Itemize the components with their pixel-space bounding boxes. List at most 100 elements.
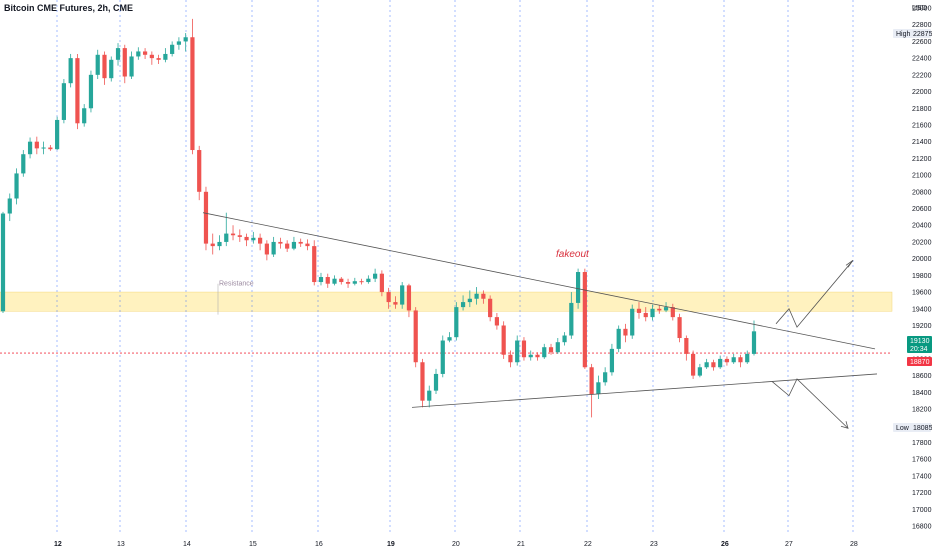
candle bbox=[677, 313, 682, 343]
x-tick-label: 26 bbox=[721, 541, 729, 548]
candle-body bbox=[7, 198, 12, 214]
y-tick-label: 19200 bbox=[912, 323, 932, 330]
candle-body bbox=[562, 335, 567, 343]
candle bbox=[528, 350, 533, 361]
candle-body bbox=[542, 347, 547, 358]
arrowhead-down bbox=[840, 421, 849, 429]
candle-body bbox=[244, 236, 249, 241]
y-tick-label: 22000 bbox=[912, 89, 932, 96]
candle-body bbox=[447, 337, 452, 341]
candle bbox=[190, 18, 195, 155]
candle bbox=[704, 358, 709, 369]
candle-body bbox=[61, 83, 66, 120]
high-badge-bg bbox=[893, 29, 931, 38]
candle bbox=[467, 290, 472, 308]
candle bbox=[494, 312, 500, 330]
y-tick-label: 20200 bbox=[912, 239, 932, 246]
candle bbox=[440, 335, 445, 378]
candle-body bbox=[163, 53, 168, 60]
candle bbox=[609, 343, 615, 376]
candle bbox=[318, 272, 324, 286]
candle bbox=[142, 48, 148, 59]
candle bbox=[183, 33, 188, 52]
candle bbox=[0, 211, 6, 313]
candle-body bbox=[55, 119, 60, 150]
candle bbox=[501, 321, 506, 359]
candle bbox=[217, 235, 222, 251]
candle bbox=[88, 70, 94, 113]
candle bbox=[738, 354, 743, 368]
candle bbox=[82, 104, 87, 127]
candle bbox=[345, 278, 351, 288]
candle bbox=[312, 240, 317, 286]
candle-body bbox=[109, 59, 114, 79]
candle bbox=[542, 343, 547, 359]
candle bbox=[670, 303, 675, 321]
candle bbox=[643, 307, 648, 322]
candle bbox=[359, 278, 364, 285]
candle bbox=[122, 44, 127, 84]
y-tick-label: 23000 bbox=[912, 6, 932, 13]
candle bbox=[102, 51, 107, 85]
y-tick-label: 18400 bbox=[912, 390, 932, 397]
candle bbox=[55, 116, 60, 151]
candle-body bbox=[75, 58, 80, 124]
candle-body bbox=[697, 367, 702, 376]
candle-body bbox=[34, 141, 39, 149]
candle-body bbox=[643, 312, 648, 318]
candle-body bbox=[237, 235, 242, 237]
candle-body bbox=[501, 325, 506, 355]
y-tick-label: 22200 bbox=[912, 72, 932, 79]
candle-body bbox=[488, 298, 493, 318]
y-tick-label: 22600 bbox=[912, 39, 932, 46]
candle-body bbox=[433, 373, 439, 391]
candle bbox=[562, 332, 567, 346]
candle bbox=[197, 145, 202, 201]
candle-body bbox=[203, 191, 209, 244]
candle-body bbox=[413, 310, 418, 363]
candle-body bbox=[298, 241, 303, 244]
candle-body bbox=[230, 233, 236, 236]
candle-body bbox=[467, 298, 472, 303]
upper-trendline bbox=[202, 212, 876, 350]
candle-body bbox=[575, 272, 581, 303]
candle bbox=[684, 335, 689, 361]
candle bbox=[454, 302, 459, 341]
candle-body bbox=[751, 331, 757, 354]
low-label: Low bbox=[896, 425, 910, 432]
arrowhead-up bbox=[845, 259, 854, 268]
candle bbox=[460, 295, 466, 311]
candle bbox=[386, 287, 391, 309]
candle-body bbox=[197, 150, 202, 192]
candle bbox=[136, 47, 141, 60]
candle-body bbox=[82, 108, 87, 124]
candle bbox=[406, 283, 412, 318]
x-tick-label: 28 bbox=[850, 541, 858, 548]
candle bbox=[176, 37, 182, 50]
candle bbox=[515, 335, 520, 366]
candle-body bbox=[515, 340, 520, 363]
y-tick-label: 17200 bbox=[912, 490, 932, 497]
candle-body bbox=[373, 273, 378, 279]
candle-body bbox=[704, 362, 709, 368]
candle-body bbox=[609, 348, 615, 373]
candle bbox=[393, 296, 398, 309]
candle-body bbox=[454, 307, 459, 338]
candle-body bbox=[420, 362, 425, 401]
candle-body bbox=[691, 353, 696, 376]
projection-down-path bbox=[771, 378, 849, 429]
candle-body bbox=[731, 357, 736, 363]
x-tick-label: 23 bbox=[650, 541, 658, 548]
x-tick-label: 22 bbox=[584, 541, 592, 548]
candle bbox=[27, 137, 33, 159]
candle bbox=[718, 355, 723, 369]
candle-body bbox=[535, 354, 540, 358]
candle-body bbox=[183, 37, 188, 42]
y-tick-label: 16800 bbox=[912, 524, 932, 531]
candle-body bbox=[366, 278, 371, 283]
candle bbox=[433, 368, 439, 394]
x-tick-label: 19 bbox=[387, 541, 395, 548]
y-tick-label: 20800 bbox=[912, 189, 932, 196]
